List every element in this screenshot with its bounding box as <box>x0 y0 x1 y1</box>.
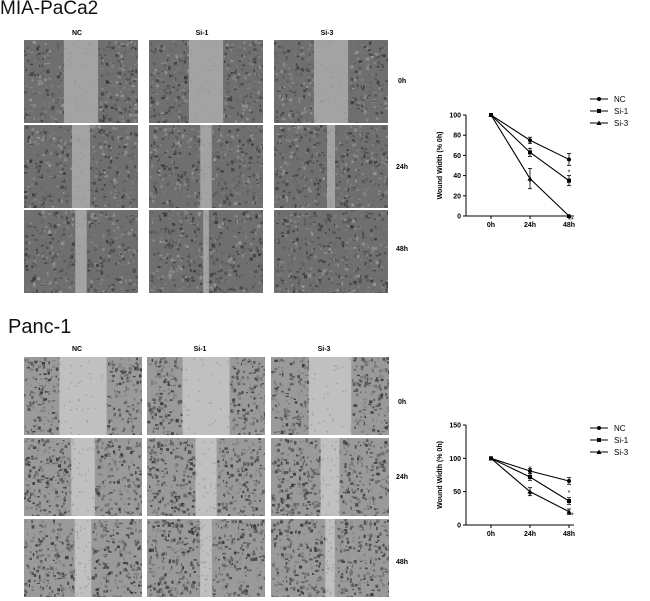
y-tick-label: 40 <box>453 173 461 180</box>
series-nc: NC <box>489 424 626 485</box>
y-tick-label: 100 <box>449 456 461 463</box>
data-point <box>566 509 572 514</box>
micrograph-panc-nc-0h <box>24 357 142 435</box>
column-label-nc: NC <box>71 30 83 37</box>
micrograph-panc-si3-48h <box>271 519 389 597</box>
data-point <box>527 176 533 181</box>
column-label-si-3: Si-3 <box>320 30 334 37</box>
micrograph-mia-si1-48h <box>149 210 263 293</box>
significance-label: * <box>529 180 532 187</box>
data-point <box>567 178 571 183</box>
panel-title-mia-paca2: MIA-PaCa2 <box>0 0 99 19</box>
micrograph-mia-nc-24h <box>24 125 138 208</box>
panel-title-panc-1: Panc-1 <box>8 316 72 338</box>
data-point <box>488 455 494 461</box>
x-tick-label: 24h <box>524 222 536 229</box>
row-label-24h: 24h <box>396 164 409 171</box>
data-point <box>528 138 532 143</box>
micrograph-panc-si1-48h <box>147 519 265 597</box>
micrograph-mia-si3-24h <box>274 125 388 208</box>
data-point <box>596 120 602 125</box>
y-tick-label: 50 <box>453 489 461 496</box>
micrograph-mia-si1-24h <box>149 125 263 208</box>
data-point <box>527 489 533 494</box>
significance-label: * <box>529 493 532 500</box>
legend-label: Si-3 <box>614 448 629 457</box>
data-point <box>567 499 571 503</box>
data-point <box>567 157 571 162</box>
row-label-0h: 0h <box>398 78 407 85</box>
significance-label: ** <box>568 217 574 224</box>
x-tick-label: 0h <box>487 222 495 229</box>
micrograph-mia-nc-48h <box>24 210 138 293</box>
data-point <box>528 469 532 473</box>
micrograph-panc-nc-24h <box>24 438 142 516</box>
legend-label: NC <box>614 95 626 104</box>
series-si-3: ***Si-3 <box>488 448 629 520</box>
x-tick-label: 48h <box>563 222 575 229</box>
x-tick-label: 24h <box>524 531 536 538</box>
row-label-0h: 0h <box>398 399 407 406</box>
legend-label: Si-1 <box>614 436 629 445</box>
significance-label: * <box>529 141 532 148</box>
x-tick-label: 48h <box>563 531 575 538</box>
legend-label: Si-3 <box>614 119 629 128</box>
series-line <box>490 114 570 217</box>
y-tick-label: 100 <box>449 113 461 120</box>
significance-label: ** <box>568 513 574 520</box>
legend-label: Si-1 <box>614 107 629 116</box>
data-point <box>566 213 572 218</box>
legend-label: NC <box>614 424 626 433</box>
micrograph-mia-si1-0h <box>149 40 263 123</box>
series-si-1: * * Si-1 <box>489 107 629 187</box>
data-point <box>597 438 601 442</box>
y-axis-label: Wound Width (% 0h) <box>437 441 444 509</box>
significance-label: * <box>568 490 571 497</box>
column-label-si-1: Si-1 <box>193 346 207 353</box>
significance-label: * <box>568 170 571 177</box>
micrograph-panc-nc-48h <box>24 519 142 597</box>
micrograph-mia-si3-0h <box>274 40 388 123</box>
significance-label: * <box>529 466 532 473</box>
row-label-48h: 48h <box>396 246 409 253</box>
data-point <box>596 449 602 454</box>
y-tick-label: 20 <box>453 193 461 200</box>
data-point <box>597 109 601 113</box>
x-tick-label: 0h <box>487 531 495 538</box>
y-axis-label: Wound Width (% 0h) <box>437 132 444 200</box>
data-point <box>597 97 601 101</box>
data-point <box>528 150 532 155</box>
y-tick-label: 80 <box>453 133 461 140</box>
y-tick-label: 0 <box>457 214 461 221</box>
column-label-si-1: Si-1 <box>195 30 209 37</box>
data-point <box>567 479 571 483</box>
column-label-si-3: Si-3 <box>317 346 331 353</box>
micrograph-panc-si1-0h <box>147 357 265 435</box>
wound-width-chart-mia-paca2: 0 20 40 60 80 100 0h 24h 48h Wound Width (% 0h) NC… <box>437 95 629 229</box>
micrograph-panc-si1-24h <box>147 438 265 516</box>
micrograph-mia-nc-0h <box>24 40 138 123</box>
y-tick-label: 60 <box>453 153 461 160</box>
micrograph-panc-si3-0h <box>271 357 389 435</box>
series-si-3: ***Si-3 <box>488 112 629 224</box>
data-point <box>488 112 494 117</box>
column-label-nc: NC <box>71 346 83 353</box>
y-tick-label: 0 <box>457 523 461 530</box>
data-point <box>528 475 532 479</box>
y-tick-label: 150 <box>449 423 461 430</box>
row-label-48h: 48h <box>396 559 409 566</box>
series-nc: NC <box>489 95 626 166</box>
data-point <box>597 426 601 430</box>
micrograph-mia-si3-48h <box>274 210 388 293</box>
series-si-1: * * Si-1 <box>489 436 629 505</box>
row-label-24h: 24h <box>396 474 409 481</box>
micrograph-panc-si3-24h <box>271 438 389 516</box>
